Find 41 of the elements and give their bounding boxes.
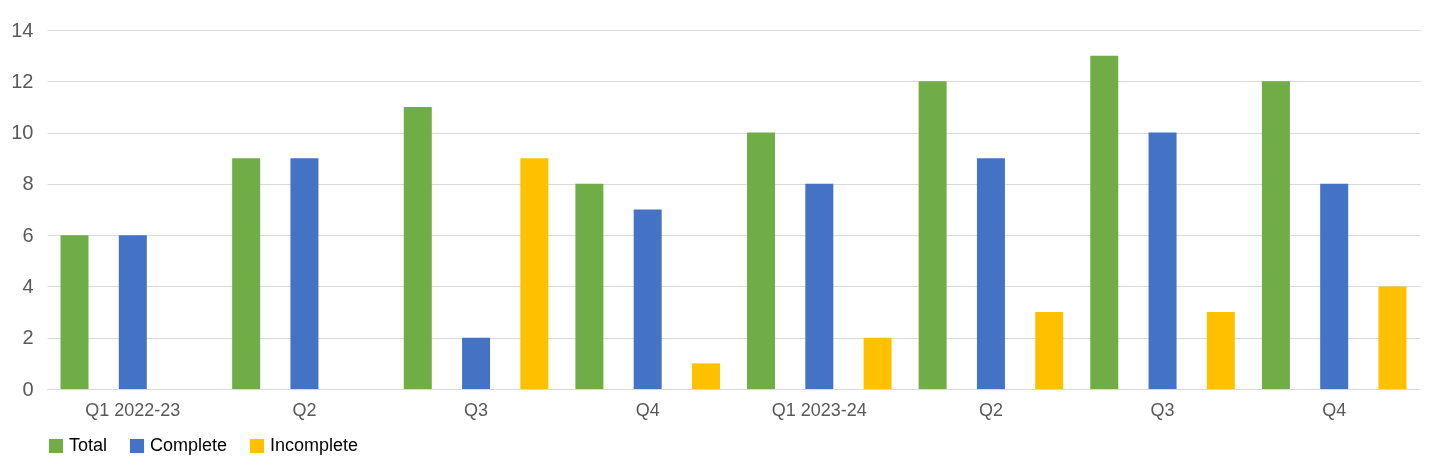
bar [232,158,261,389]
bar [118,235,147,389]
y-tick-label: 2 [22,326,34,349]
bar [863,337,892,389]
bar [1090,55,1119,389]
bar [918,81,947,389]
legend-label: Incomplete [270,435,359,455]
bar [1320,183,1349,389]
bar [520,158,549,389]
bar [747,132,776,389]
y-tick-label: 8 [22,172,34,195]
y-tick-label: 12 [11,69,34,92]
bar [976,158,1005,389]
bar [1148,132,1177,389]
y-tick-label: 4 [22,274,34,297]
x-tick-label: Q1 2023-24 [771,399,867,420]
bar [462,337,491,389]
x-tick-label: Q3 [1150,399,1175,420]
y-tick-label: 0 [22,377,34,400]
x-tick-label: Q4 [635,399,660,420]
bar [1378,286,1407,389]
y-tick-label: 6 [22,223,34,246]
legend-label: Total [69,435,108,455]
bar [1261,81,1290,389]
bar [633,209,662,389]
y-tick-label: 14 [11,18,34,41]
x-tick-label: Q2 [978,399,1003,420]
legend-label: Complete [150,435,228,455]
bar [1035,312,1064,389]
bar [60,235,89,389]
x-tick-label: Q1 2022-23 [85,399,181,420]
bar [691,363,720,389]
bar [805,183,834,389]
y-tick-label: 10 [11,121,34,144]
x-tick-label: Q4 [1322,399,1347,420]
x-tick-label: Q2 [292,399,317,420]
bar [575,183,604,389]
bar [290,158,319,389]
bar [403,106,432,389]
bar [1206,312,1235,389]
x-tick-label: Q3 [464,399,489,420]
